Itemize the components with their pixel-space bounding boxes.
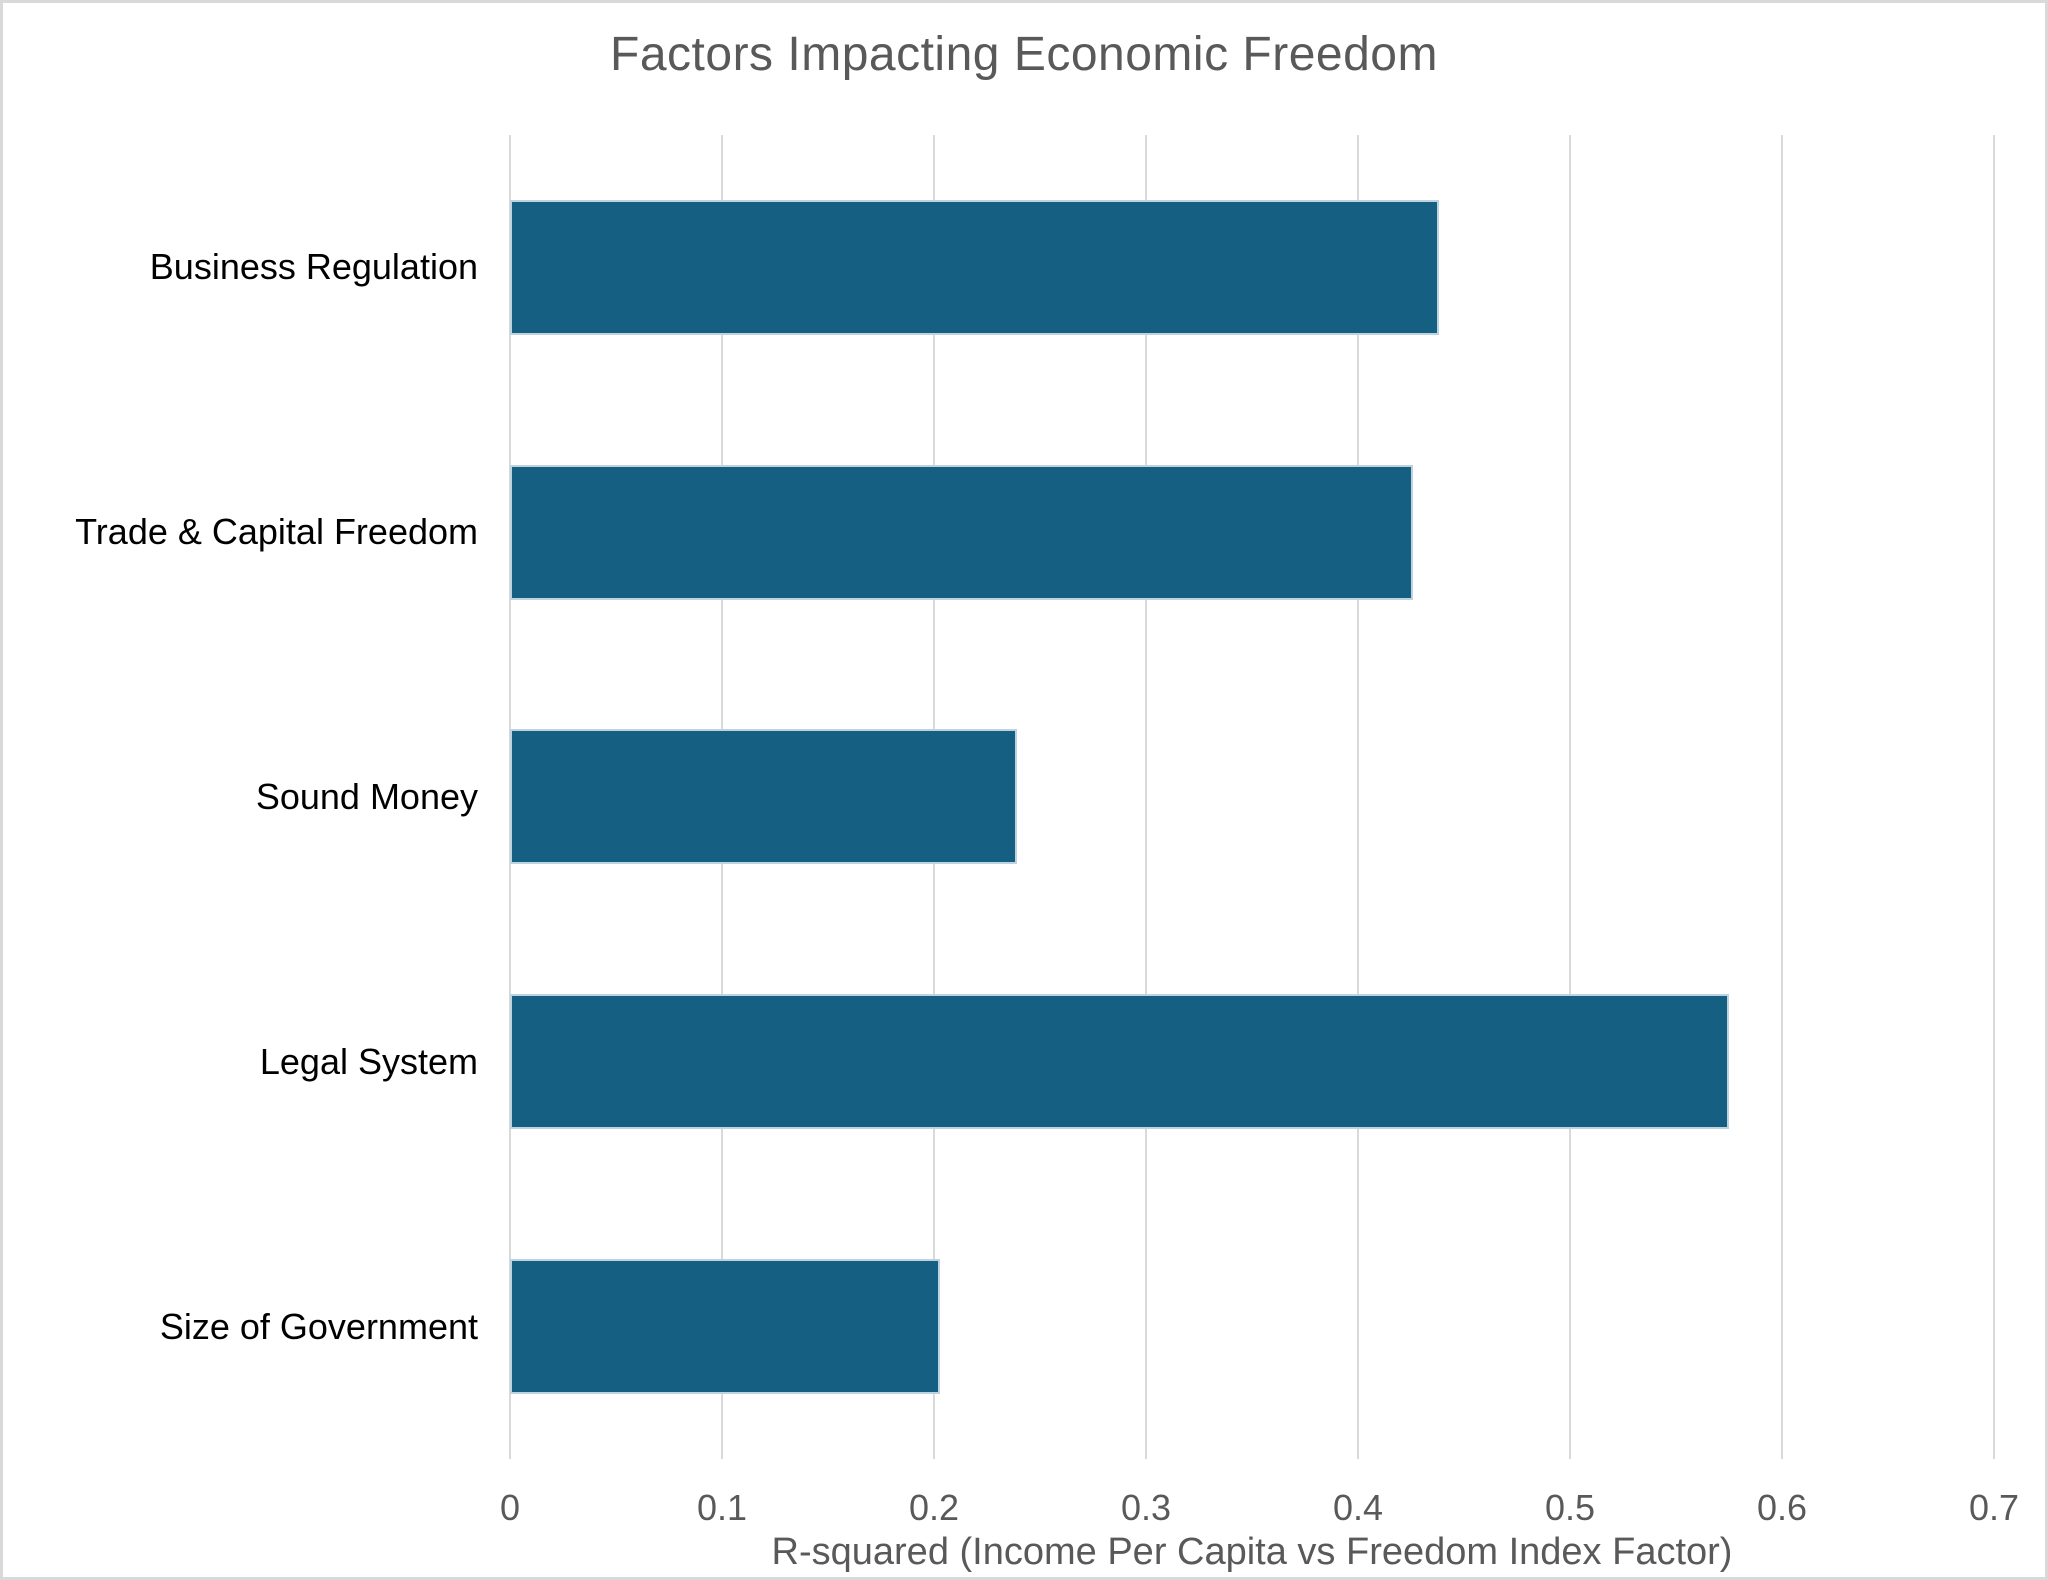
bar-row: [510, 135, 1994, 400]
x-tick-0.2: 0.2: [908, 1487, 960, 1528]
x-axis-tick-labels: 0 0.1 0.2 0.3 0.4 0.5 0.6 0.7: [500, 1487, 2019, 1533]
x-tick-0.1: 0.1: [696, 1487, 748, 1528]
gridline-0.6: [1781, 135, 1783, 1459]
category-label-row: Size of Government: [3, 1194, 478, 1459]
category-axis: Business Regulation Trade & Capital Freed…: [3, 135, 478, 1459]
chart-title: Factors Impacting Economic Freedom: [610, 28, 1438, 81]
bar-row: [510, 1194, 1994, 1459]
x-tick-0.3: 0.3: [1120, 1487, 1172, 1528]
x-tick-0.6: 0.6: [1756, 1487, 1808, 1528]
bar-business-regulation[interactable]: [510, 199, 1439, 335]
plot-area: [509, 135, 1995, 1459]
x-tick-0.7: 0.7: [1968, 1487, 2020, 1528]
gridline-0.4: [1357, 135, 1359, 1459]
gridline-0.3: [1145, 135, 1147, 1459]
bars-layer: [510, 135, 1994, 1459]
bar-size-of-government[interactable]: [510, 1259, 941, 1395]
category-label-size-of-government: Size of Government: [159, 1305, 478, 1347]
category-label-row: Sound Money: [3, 665, 478, 930]
bar-legal-system[interactable]: [510, 994, 1729, 1130]
category-label-row: Business Regulation: [3, 135, 478, 400]
bar-row: [510, 400, 1994, 665]
bar-row: [510, 929, 1994, 1194]
x-axis-title: R-squared (Income Per Capita vs Freedom …: [771, 1531, 1733, 1573]
category-label-row: Trade & Capital Freedom: [3, 400, 478, 665]
gridline-0.7: [1993, 135, 1995, 1459]
category-label-trade-capital-freedom: Trade & Capital Freedom: [75, 511, 478, 553]
category-label-legal-system: Legal System: [259, 1040, 478, 1082]
x-tick-0.5: 0.5: [1544, 1487, 1596, 1528]
category-label-business-regulation: Business Regulation: [149, 246, 478, 288]
gridline-0.5: [1569, 135, 1571, 1459]
x-tick-0: 0: [499, 1487, 521, 1528]
bar-row: [510, 665, 1994, 930]
bar-sound-money[interactable]: [510, 729, 1017, 865]
category-label-row: Legal System: [3, 929, 478, 1194]
bar-trade-capital-freedom[interactable]: [510, 464, 1414, 600]
category-label-sound-money: Sound Money: [255, 775, 478, 817]
x-tick-0.4: 0.4: [1332, 1487, 1384, 1528]
